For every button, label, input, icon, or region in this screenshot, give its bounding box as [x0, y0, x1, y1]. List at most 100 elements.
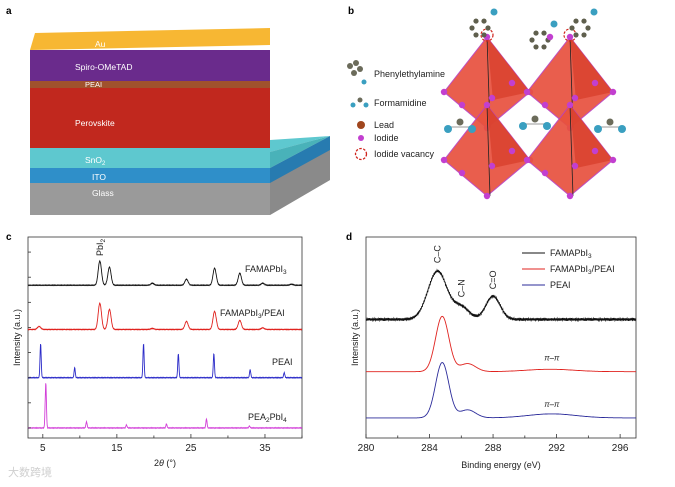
carbon-atom — [481, 32, 487, 38]
structure-legend: Phenylethylamine Formamidine Lead Iodide… — [347, 60, 445, 161]
iodide-atom — [440, 88, 448, 96]
octahedron-face — [570, 37, 613, 100]
y-axis-label: Intensity (a.u.) — [12, 309, 22, 366]
series-label-1: FAMAPbI3/PEAI — [220, 308, 285, 320]
iodide-atom — [488, 162, 496, 170]
x-tick-label: 292 — [548, 443, 565, 454]
carbon-atom — [573, 18, 579, 24]
sno2-side — [270, 136, 330, 168]
phenylethylamine-molecule-icon — [347, 60, 367, 85]
label-part: θ — [159, 458, 164, 468]
carbon-atom — [569, 25, 575, 31]
label-part: PEA — [248, 412, 266, 422]
layer-label-peai: PEAI — [85, 80, 102, 89]
label-part: PbI — [270, 412, 284, 422]
legend-label-2: PEAI — [550, 280, 571, 290]
xps-chart: 280 284 288 292 296 Intensity (a.u.) Binding e… — [350, 236, 637, 470]
iodide-atom — [523, 156, 531, 164]
plot-frame — [27, 236, 303, 439]
iodide-atom — [458, 101, 466, 109]
label-part: PEAI — [550, 280, 571, 290]
legend-label-1: FAMAPbI3/PEAI — [550, 264, 615, 276]
layer-label-au: Au — [95, 39, 106, 49]
label-sub: 2 — [100, 238, 107, 242]
x-axis-label: Binding energy (eV) — [461, 460, 541, 470]
carbon-atom — [531, 115, 539, 123]
nitrogen-atom — [519, 122, 527, 130]
nitrogen-atom — [594, 125, 602, 133]
carbon-atom — [581, 18, 587, 24]
carbon-atom — [473, 18, 479, 24]
iodide-atom — [440, 156, 448, 164]
nitrogen-atom — [590, 8, 598, 16]
nitrogen-atom — [543, 122, 551, 130]
x-axis-label: 2θ (°) — [154, 458, 176, 468]
iodide-atom — [566, 33, 574, 41]
iodide-atom — [609, 88, 617, 96]
label-part: PbI — [95, 242, 105, 256]
label-part: FAMAPbI — [550, 264, 588, 274]
carbon-atom — [469, 25, 475, 31]
iodide-atom — [571, 94, 579, 102]
nitrogen-atom — [444, 125, 452, 133]
iodide-atom — [508, 79, 516, 87]
carbon-atom — [481, 18, 487, 24]
carbon-atom — [485, 25, 491, 31]
carbon-atom — [456, 118, 464, 126]
label-sub: 4 — [283, 417, 287, 424]
carbon-atom — [473, 32, 479, 38]
panel-label-b: b — [348, 6, 354, 17]
pbi2-annotation: PbI2 — [95, 238, 107, 256]
series-label-3: PEA2PbI4 — [248, 412, 287, 424]
legend-formamidine: Formamidine — [374, 98, 427, 108]
peai-layer — [30, 81, 270, 88]
legend-iodide: Iodide — [374, 133, 399, 143]
octahedra — [440, 8, 626, 200]
carbon-atom — [529, 37, 535, 43]
label-part: FAMAPbI — [220, 308, 258, 318]
iodide-atom — [566, 192, 574, 200]
x-tick-label: 284 — [421, 443, 438, 454]
label-part: PEAI — [272, 357, 293, 367]
glass-front — [30, 183, 270, 215]
au-layer — [30, 28, 270, 50]
peak-annotation: C–N — [456, 279, 466, 297]
carbon-atom — [581, 32, 587, 38]
iodide-atom — [523, 88, 531, 96]
label-sub: 3 — [588, 253, 592, 260]
label-sub: 3 — [283, 269, 287, 276]
x-tick-label: 15 — [111, 443, 123, 454]
nitrogen-atom — [490, 8, 498, 16]
vacancy-circle-icon — [354, 147, 368, 161]
legend-label-0: FAMAPbI3 — [550, 248, 592, 260]
plot-frame — [365, 236, 637, 439]
glass-side-face — [270, 140, 330, 215]
carbon-atom — [573, 32, 579, 38]
formamidine-molecule-icon — [350, 97, 369, 108]
ito-side — [270, 136, 330, 183]
carbon-atom — [541, 30, 547, 36]
x-tick-label: 280 — [358, 443, 375, 454]
watermark: 大数跨境 — [8, 465, 52, 479]
label-part: FAMAPbI — [245, 264, 283, 274]
iodide-atom — [483, 192, 491, 200]
iodide-atom — [591, 79, 599, 87]
spiro-layer — [30, 50, 270, 81]
iodide-atom — [483, 101, 491, 109]
carbon-atom — [606, 118, 614, 126]
legend-lead: Lead — [374, 120, 394, 130]
octahedron-face — [487, 37, 530, 100]
label-part: (°) — [164, 458, 176, 468]
nitrogen-atom — [618, 125, 626, 133]
ito-layer — [30, 168, 270, 183]
device-stack-diagram: Au Spiro-OMeTAD PEAI Perovskite SnO2 ITO… — [30, 28, 330, 215]
x-tick-label: 288 — [485, 443, 502, 454]
octahedron-face — [487, 105, 530, 168]
layer-label-sno2: SnO2 — [85, 155, 106, 167]
carbon-atom — [533, 30, 539, 36]
series-label-0: FAMAPbI3 — [245, 264, 287, 276]
iodide-atom — [508, 147, 516, 155]
pi-pi-annotation: π–π — [544, 354, 560, 363]
